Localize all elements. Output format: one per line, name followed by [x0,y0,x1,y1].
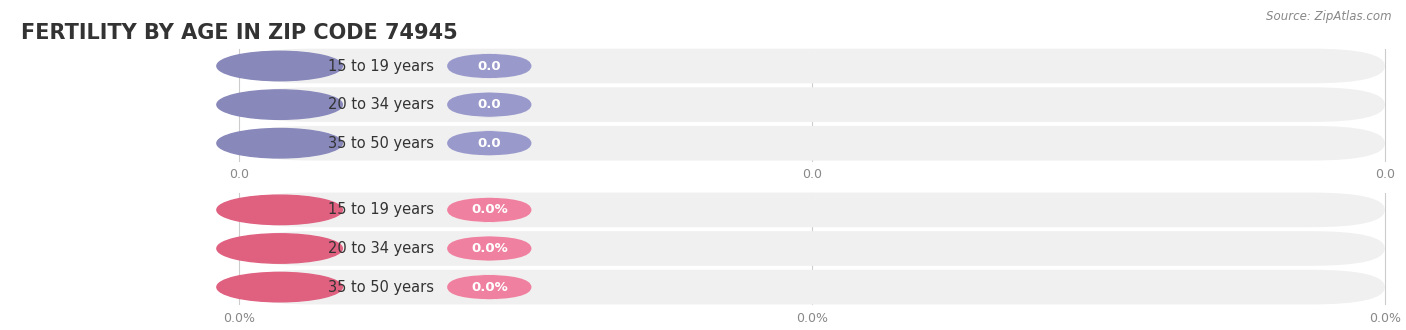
Text: 15 to 19 years: 15 to 19 years [328,202,433,217]
Text: 0.0: 0.0 [229,168,249,181]
Text: 0.0%: 0.0% [796,312,828,325]
Text: Source: ZipAtlas.com: Source: ZipAtlas.com [1267,10,1392,23]
Circle shape [217,128,343,158]
Text: 15 to 19 years: 15 to 19 years [328,58,433,74]
FancyBboxPatch shape [239,231,1385,266]
Text: 0.0: 0.0 [478,59,501,73]
Circle shape [217,195,343,225]
Text: 0.0%: 0.0% [471,203,508,216]
Text: 35 to 50 years: 35 to 50 years [328,280,433,295]
Text: FERTILITY BY AGE IN ZIP CODE 74945: FERTILITY BY AGE IN ZIP CODE 74945 [21,23,458,43]
FancyBboxPatch shape [239,49,1385,83]
Text: 0.0%: 0.0% [471,280,508,294]
Text: 20 to 34 years: 20 to 34 years [328,97,433,112]
FancyBboxPatch shape [447,53,531,79]
Text: 0.0: 0.0 [1375,168,1395,181]
FancyBboxPatch shape [239,87,1385,122]
Text: 0.0%: 0.0% [471,242,508,255]
Circle shape [217,272,343,302]
FancyBboxPatch shape [239,270,1385,304]
FancyBboxPatch shape [447,92,531,117]
Circle shape [217,234,343,263]
Text: 0.0: 0.0 [801,168,823,181]
FancyBboxPatch shape [447,131,531,156]
Circle shape [217,90,343,119]
FancyBboxPatch shape [447,275,531,300]
Circle shape [217,51,343,81]
FancyBboxPatch shape [239,192,1385,227]
Text: 0.0: 0.0 [478,137,501,150]
FancyBboxPatch shape [239,126,1385,160]
FancyBboxPatch shape [447,236,531,261]
Text: 0.0: 0.0 [478,98,501,111]
FancyBboxPatch shape [447,197,531,222]
Text: 0.0%: 0.0% [224,312,254,325]
Text: 35 to 50 years: 35 to 50 years [328,136,433,151]
Text: 0.0%: 0.0% [1369,312,1400,325]
Text: 20 to 34 years: 20 to 34 years [328,241,433,256]
